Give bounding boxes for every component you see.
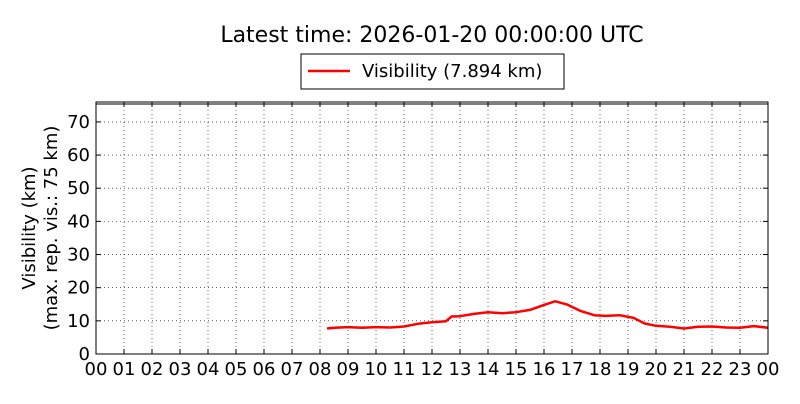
y-tick-label: 30	[67, 245, 90, 266]
x-tick-label: 08	[309, 359, 332, 380]
axis-ticks	[95, 102, 769, 355]
y-axis-label-line1: Visibility (km)	[19, 166, 40, 289]
legend-label: Visibility (7.894 km)	[362, 61, 542, 82]
x-tick-label: 15	[505, 359, 528, 380]
x-tick-label: 19	[617, 359, 640, 380]
y-tick-label: 70	[67, 112, 90, 133]
x-tick-label: 22	[701, 359, 724, 380]
x-tick-label: 23	[729, 359, 752, 380]
x-tick-label: 05	[225, 359, 248, 380]
x-tick-label: 01	[113, 359, 136, 380]
y-tick-label: 40	[67, 211, 90, 232]
x-tick-label: 20	[645, 359, 668, 380]
y-tick-label: 20	[67, 278, 90, 299]
grid	[96, 102, 768, 354]
x-tick-label: 12	[421, 359, 444, 380]
y-tick-label: 0	[79, 344, 90, 365]
y-tick-label: 50	[67, 178, 90, 199]
x-tick-label: 06	[253, 359, 276, 380]
plot-frame	[95, 101, 769, 355]
series	[326, 300, 769, 330]
x-tick-labels: 00 01 02 03 04 05 06 07 08 09 10 11 12 13 14 15 16 17 18 19…	[85, 359, 780, 380]
x-tick-label: 04	[197, 359, 220, 380]
x-tick-label: 11	[393, 359, 416, 380]
x-tick-label: 00	[85, 359, 108, 380]
x-tick-label: 03	[169, 359, 192, 380]
x-tick-label: 00	[757, 359, 780, 380]
x-tick-label: 09	[337, 359, 360, 380]
x-tick-label: 02	[141, 359, 164, 380]
x-tick-label: 10	[365, 359, 388, 380]
y-tick-label: 60	[67, 145, 90, 166]
legend: Visibility (7.894 km)	[300, 53, 565, 90]
x-tick-label: 16	[533, 359, 556, 380]
y-axis-label-line2: (max. rep. vis.: 75 km)	[41, 126, 62, 331]
x-tick-label: 07	[281, 359, 304, 380]
y-tick-labels: 0 10 20 30 40 50 60 70	[67, 112, 90, 365]
y-tick-label: 10	[67, 311, 90, 332]
x-tick-label: 18	[589, 359, 612, 380]
x-tick-label: 21	[673, 359, 696, 380]
visibility-series-line	[326, 300, 769, 330]
x-tick-label: 14	[477, 359, 500, 380]
x-tick-label: 17	[561, 359, 584, 380]
chart-title: Latest time: 2026-01-20 00:00:00 UTC	[220, 23, 643, 48]
x-tick-label: 13	[449, 359, 472, 380]
